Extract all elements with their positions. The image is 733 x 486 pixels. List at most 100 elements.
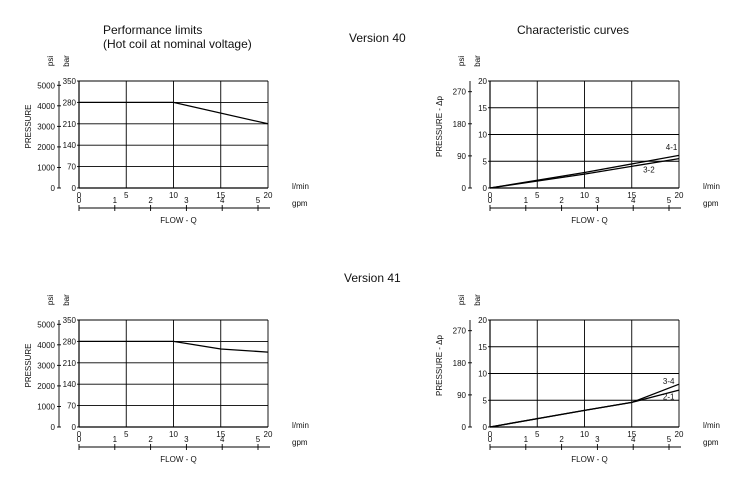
x2-tick-label: 0 (488, 196, 493, 205)
x2-tick-label: 2 (559, 435, 564, 444)
y-tick-label: 0 (72, 184, 77, 193)
y-tick-label: 70 (67, 402, 76, 411)
x2-tick-label: 5 (667, 196, 672, 205)
y-tick-label: 20 (478, 77, 487, 86)
characteristic-curves-title: Characteristic curves (517, 23, 630, 37)
y-tick-label: 280 (63, 337, 77, 346)
y-tick-label: 5 (483, 396, 488, 405)
y2-tick-label: 0 (51, 184, 56, 193)
limit-curve (79, 340, 269, 353)
y2-tick-label: 0 (462, 184, 467, 193)
y-unit-bar: bar (62, 294, 71, 306)
x2-tick-label: 2 (559, 196, 564, 205)
x2-tick-label: 1 (524, 196, 529, 205)
x2-tick-label: 3 (184, 435, 189, 444)
y2-tick-label: 4000 (37, 102, 55, 111)
curve-label: 2-1 (663, 393, 675, 402)
x-tick-label: 0 (77, 191, 82, 200)
x2-tick-label: 5 (256, 435, 261, 444)
x-tick-label: 15 (216, 430, 225, 439)
y-unit-psi: psi (457, 295, 466, 305)
x2-tick-label: 5 (256, 196, 261, 205)
x-axis-title: FLOW - Q (160, 455, 196, 464)
x-tick-label: 15 (627, 191, 636, 200)
x-tick-label: 10 (580, 191, 589, 200)
y2-tick-label: 2000 (37, 143, 55, 152)
x-tick-label: 10 (169, 191, 178, 200)
y-tick-label: 0 (72, 423, 77, 432)
y-axis-title: PRESSURE - Δp (435, 95, 444, 156)
x-tick-label: 0 (488, 430, 493, 439)
y2-tick-label: 0 (51, 423, 56, 432)
y-unit-psi: psi (46, 295, 55, 305)
x2-tick-label: 4 (631, 196, 636, 205)
y-tick-label: 210 (63, 120, 77, 129)
x-tick-label: 10 (169, 430, 178, 439)
curve-label: 3-4 (663, 377, 675, 386)
y2-tick-label: 180 (453, 120, 467, 129)
y-tick-label: 0 (483, 184, 488, 193)
y2-tick-label: 1000 (37, 163, 55, 172)
y2-tick-label: 270 (453, 88, 467, 97)
x2-tick-label: 0 (77, 196, 82, 205)
x2-tick-label: 2 (148, 196, 153, 205)
x-tick-label: 5 (535, 191, 540, 200)
y2-tick-label: 90 (457, 152, 466, 161)
y-tick-label: 10 (478, 370, 487, 379)
x2-tick-label: 4 (220, 435, 225, 444)
x-tick-label: 15 (627, 430, 636, 439)
y2-tick-label: 180 (453, 359, 467, 368)
x2-tick-label: 3 (595, 435, 600, 444)
x-axis-title: FLOW - Q (571, 455, 607, 464)
x-tick-label: 5 (535, 430, 540, 439)
y-axis-title: PRESSURE - Δp (435, 334, 444, 395)
y-unit-bar: bar (473, 294, 482, 306)
x-unit-gpm: gpm (292, 199, 308, 208)
curve-label: 4-1 (666, 143, 678, 152)
y-tick-label: 0 (483, 423, 488, 432)
x-tick-label: 20 (675, 430, 684, 439)
y-tick-label: 5 (483, 157, 488, 166)
y-axis-title: PRESSURE (24, 343, 33, 387)
y-unit-psi: psi (46, 56, 55, 66)
y2-tick-label: 3000 (37, 122, 55, 131)
x-unit-gpm: gpm (292, 438, 308, 447)
performance-limits-title: Performance limits (103, 23, 203, 37)
y2-tick-label: 1000 (37, 402, 55, 411)
y-tick-label: 70 (67, 163, 76, 172)
y2-tick-label: 90 (457, 391, 466, 400)
y-unit-bar: bar (62, 55, 71, 67)
x2-tick-label: 0 (488, 435, 493, 444)
y2-tick-label: 270 (453, 327, 467, 336)
y-tick-label: 20 (478, 316, 487, 325)
y2-tick-label: 5000 (37, 81, 55, 90)
limit-curve (79, 101, 269, 125)
y2-tick-label: 5000 (37, 320, 55, 329)
y-unit-bar: bar (473, 55, 482, 67)
x2-tick-label: 4 (220, 196, 225, 205)
y-tick-label: 350 (63, 77, 77, 86)
x2-tick-label: 4 (631, 435, 636, 444)
x-unit-lmin: l/min (292, 182, 309, 191)
curve-label: 3-2 (643, 165, 655, 174)
x-axis-title: FLOW - Q (571, 216, 607, 225)
performance-limits-subtitle: (Hot coil at nominal voltage) (103, 37, 252, 51)
x-axis-title: FLOW - Q (160, 216, 196, 225)
x-tick-label: 10 (580, 430, 589, 439)
y2-tick-label: 4000 (37, 341, 55, 350)
x2-tick-label: 3 (184, 196, 189, 205)
y-tick-label: 210 (63, 359, 77, 368)
series-line-2-1 (489, 389, 680, 428)
x-unit-gpm: gpm (703, 199, 719, 208)
x-unit-lmin: l/min (703, 421, 720, 430)
y-tick-label: 10 (478, 131, 487, 140)
x-tick-label: 5 (124, 430, 129, 439)
x2-tick-label: 1 (113, 435, 118, 444)
x2-tick-label: 5 (667, 435, 672, 444)
x2-tick-label: 1 (524, 435, 529, 444)
x-tick-label: 0 (488, 191, 493, 200)
x-unit-gpm: gpm (703, 438, 719, 447)
x2-tick-label: 1 (113, 196, 118, 205)
x-tick-label: 15 (216, 191, 225, 200)
x-tick-label: 5 (124, 191, 129, 200)
